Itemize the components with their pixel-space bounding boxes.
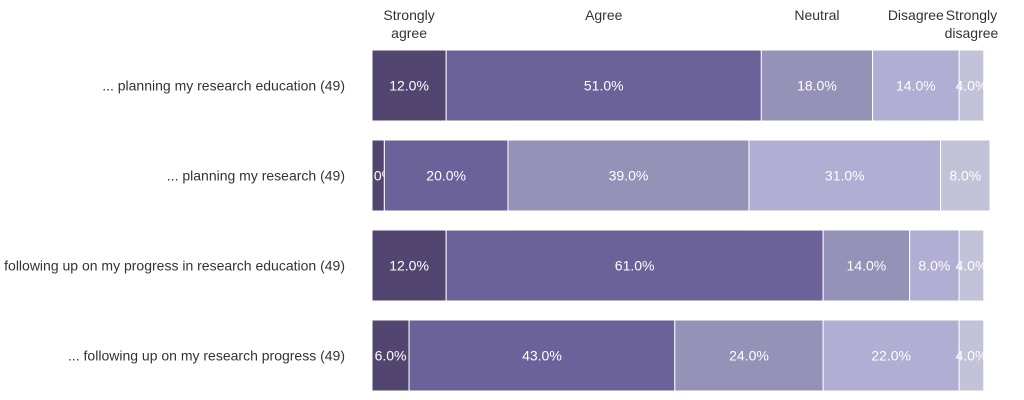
bar-segment bbox=[760, 49, 874, 122]
value-label: 4.0% bbox=[955, 348, 987, 364]
category-label: ... following up on my research progress… bbox=[68, 348, 345, 364]
value-label: 8.0% bbox=[918, 258, 950, 274]
value-label: 61.0% bbox=[615, 258, 655, 274]
column-header-strongly-disagree: disagree bbox=[945, 25, 999, 41]
value-label: 4.0% bbox=[955, 258, 987, 274]
value-label: 8.0% bbox=[949, 168, 981, 184]
bar-segment bbox=[408, 319, 676, 392]
bar-segment bbox=[822, 229, 911, 302]
value-label: 39.0% bbox=[609, 168, 649, 184]
column-header-agree: Agree bbox=[585, 7, 623, 23]
category-label: following up on my progress in research … bbox=[4, 258, 345, 274]
category-label: ... planning my research (49) bbox=[167, 168, 345, 184]
bar-segment bbox=[507, 139, 750, 212]
column-header-strongly-agree: agree bbox=[391, 25, 427, 41]
value-label: 43.0% bbox=[522, 348, 562, 364]
bar-segment bbox=[371, 49, 447, 122]
value-label: 6.0% bbox=[375, 348, 407, 364]
value-label: 14.0% bbox=[896, 78, 936, 94]
value-label: 24.0% bbox=[729, 348, 769, 364]
bar-segment bbox=[940, 139, 991, 212]
bar-segment bbox=[674, 319, 824, 392]
bar-segment bbox=[748, 139, 942, 212]
value-label: 14.0% bbox=[847, 258, 887, 274]
bar-segment bbox=[383, 139, 509, 212]
bar-segment bbox=[822, 319, 960, 392]
bar-segment bbox=[958, 49, 985, 122]
value-label: 4.0% bbox=[955, 78, 987, 94]
bar-segment bbox=[958, 229, 985, 302]
value-label: 12.0% bbox=[389, 258, 429, 274]
bar-segment bbox=[445, 229, 824, 302]
column-header-disagree: Disagree bbox=[888, 7, 944, 23]
bar-segment bbox=[445, 49, 762, 122]
column-header-strongly-disagree: Strongly bbox=[946, 7, 997, 23]
bar-segment bbox=[371, 229, 447, 302]
value-label: 22.0% bbox=[871, 348, 911, 364]
bar-segment bbox=[958, 319, 985, 392]
value-label: 31.0% bbox=[825, 168, 865, 184]
value-label: 51.0% bbox=[584, 78, 624, 94]
value-label: 12.0% bbox=[389, 78, 429, 94]
bar-segment bbox=[872, 49, 960, 122]
category-label: ... planning my research education (49) bbox=[102, 78, 345, 94]
value-label: 20.0% bbox=[426, 168, 466, 184]
column-header-strongly-agree: Strongly bbox=[383, 7, 434, 23]
column-header-neutral: Neutral bbox=[794, 7, 839, 23]
value-label: 18.0% bbox=[797, 78, 837, 94]
